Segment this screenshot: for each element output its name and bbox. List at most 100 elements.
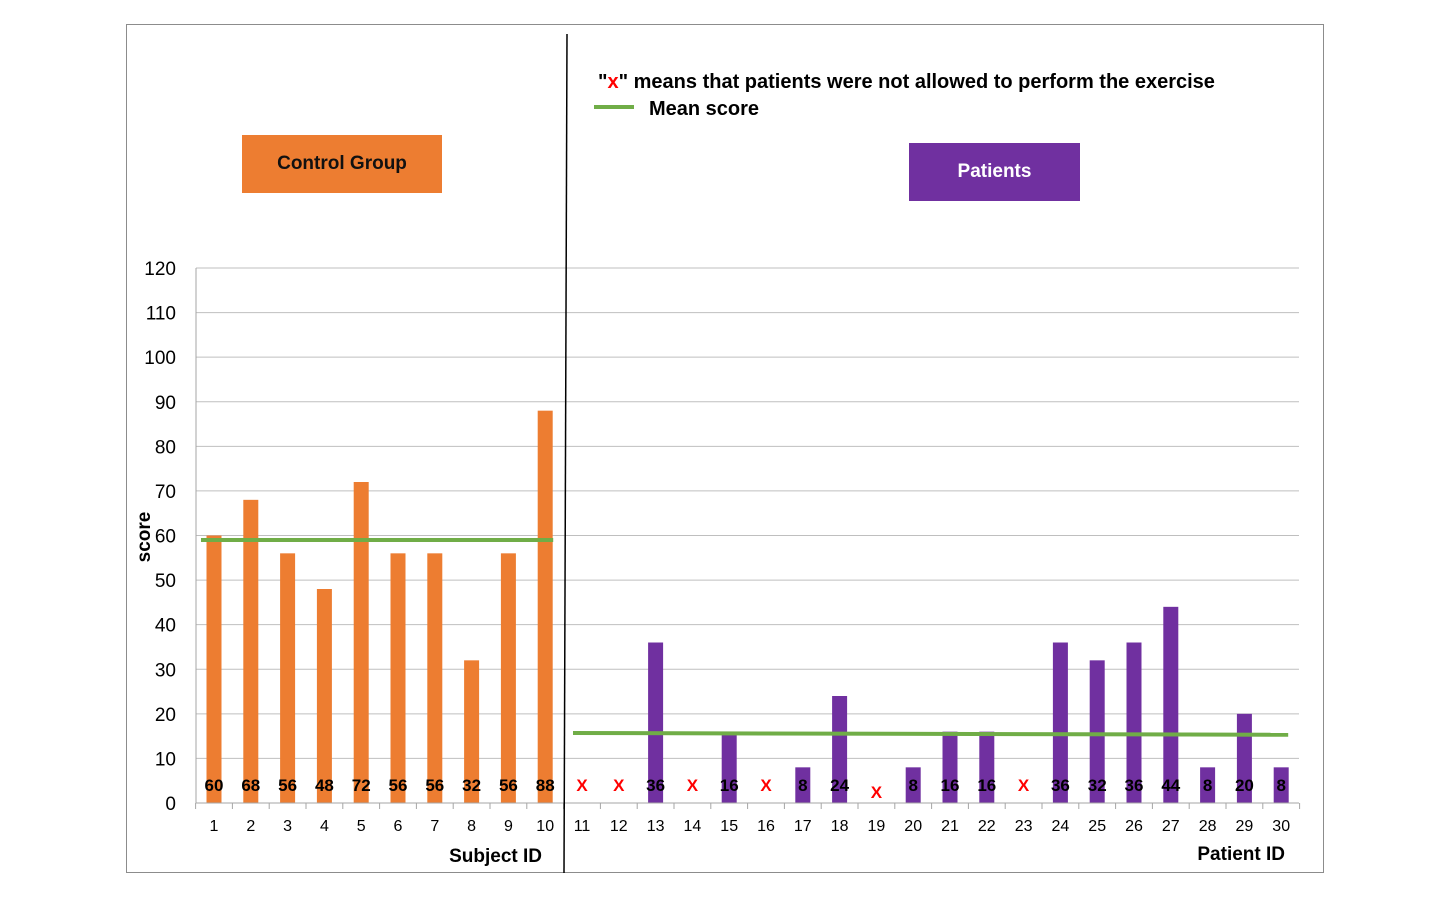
control-category-label: 10 [536, 818, 554, 835]
patient-data-label: 8 [798, 776, 807, 795]
y-tick-label: 110 [146, 304, 176, 325]
y-tick-label: 10 [155, 749, 176, 770]
patient-data-label: 8 [908, 776, 917, 795]
x-axis-title-patients: Patient ID [1197, 844, 1285, 865]
patient-category-label: 26 [1125, 818, 1143, 835]
patient-category-label: 16 [757, 818, 775, 835]
patient-category-label: 17 [794, 818, 812, 835]
control-category-label: 5 [357, 818, 366, 835]
patient-bar [721, 731, 737, 803]
control-bar [353, 482, 369, 803]
patient-data-label: 16 [941, 776, 960, 795]
patient-data-label: 24 [830, 776, 849, 795]
control-bar [537, 410, 553, 803]
y-tick-label: 40 [155, 616, 176, 637]
control-category-label: 1 [210, 818, 219, 835]
control-bar [500, 553, 516, 803]
control-bar [243, 499, 259, 803]
not-allowed-mark: X [1018, 776, 1030, 795]
patient-category-label: 23 [1015, 818, 1033, 835]
patient-category-label: 19 [868, 818, 886, 835]
y-tick-label: 30 [155, 660, 176, 681]
patients-group-label: Patients [909, 143, 1080, 201]
patient-bar [942, 731, 958, 803]
patient-category-label: 12 [610, 818, 628, 835]
patient-data-label: 8 [1203, 776, 1212, 795]
patient-data-label: 16 [720, 776, 739, 795]
control-data-label: 48 [315, 776, 334, 795]
control-bar [206, 535, 222, 803]
control-category-label: 7 [430, 818, 439, 835]
control-data-label: 56 [389, 776, 408, 795]
patient-bar [1273, 767, 1289, 803]
legend-mean-label: Mean score [649, 98, 759, 120]
patient-bar [1163, 606, 1179, 803]
control-data-label: 56 [499, 776, 518, 795]
patient-bar [1089, 660, 1105, 803]
y-tick-label: 60 [155, 527, 176, 548]
chart-frame [126, 24, 1324, 873]
legend: "x" means that patients were not allowed… [594, 71, 1215, 120]
control-data-label: 56 [278, 776, 297, 795]
not-allowed-mark: X [687, 776, 699, 795]
patient-category-label: 29 [1236, 818, 1254, 835]
patient-bar [648, 642, 664, 803]
patient-data-label: 8 [1276, 776, 1285, 795]
control-data-label: 68 [241, 776, 260, 795]
legend-note-text: " means that patients were not allowed t… [619, 71, 1215, 93]
control-data-label: 88 [536, 776, 555, 795]
patient-category-label: 21 [941, 818, 959, 835]
control-category-label: 8 [467, 818, 476, 835]
patient-category-label: 24 [1052, 818, 1070, 835]
y-tick-label: 70 [155, 482, 176, 503]
y-tick-label: 100 [144, 348, 176, 369]
legend-note: "x" means that patients were not allowed… [598, 71, 1215, 93]
legend-note-prefix: " [598, 71, 607, 93]
patient-category-label: 15 [720, 818, 738, 835]
patient-category-label: 22 [978, 818, 996, 835]
y-tick-label: 50 [155, 571, 176, 592]
patient-category-label: 11 [574, 818, 591, 835]
control-bar [280, 553, 296, 803]
control-category-label: 4 [320, 818, 329, 835]
x-axis-title-control: Subject ID [449, 846, 542, 867]
patient-category-label: 25 [1088, 818, 1106, 835]
y-tick-label: 120 [144, 259, 176, 280]
y-tick-label: 90 [155, 393, 176, 414]
patient-bar [905, 767, 921, 803]
control-group-label: Control Group [242, 135, 442, 193]
y-tick-label: 80 [155, 437, 176, 458]
patient-category-label: 30 [1272, 818, 1290, 835]
patient-data-label: 36 [1125, 776, 1144, 795]
patient-bar [795, 767, 811, 803]
patient-data-label: 36 [1051, 776, 1070, 795]
not-allowed-mark: X [576, 776, 588, 795]
patient-data-label: 20 [1235, 776, 1254, 795]
not-allowed-mark: X [760, 776, 772, 795]
control-category-label: 3 [283, 818, 292, 835]
group-divider [563, 33, 568, 874]
patient-category-label: 13 [647, 818, 665, 835]
patient-data-label: 44 [1161, 776, 1180, 795]
not-allowed-mark: X [871, 783, 883, 802]
control-bar [464, 660, 480, 803]
patient-data-label: 36 [646, 776, 665, 795]
control-category-label: 6 [394, 818, 403, 835]
control-category-label: 2 [246, 818, 255, 835]
patient-category-label: 27 [1162, 818, 1180, 835]
control-bar [427, 553, 443, 803]
patient-bar [832, 696, 848, 803]
patient-bar [979, 731, 995, 803]
patients-mean-line [572, 731, 1289, 737]
legend-note-mark: x [607, 71, 618, 93]
patient-bar [1052, 642, 1068, 803]
patient-data-label: 16 [977, 776, 996, 795]
patient-data-label: 32 [1088, 776, 1107, 795]
control-bar [316, 589, 332, 803]
control-data-label: 60 [205, 776, 224, 795]
patient-category-label: 14 [684, 818, 702, 835]
control-data-label: 72 [352, 776, 371, 795]
patient-category-label: 18 [831, 818, 849, 835]
control-data-label: 32 [462, 776, 481, 795]
